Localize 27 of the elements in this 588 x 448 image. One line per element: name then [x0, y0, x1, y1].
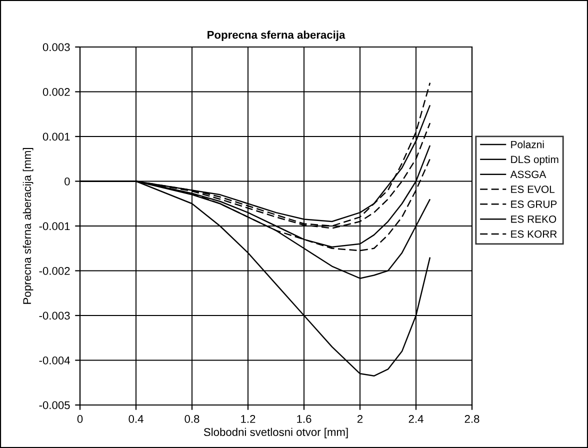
y-tick-label: -0.003 — [39, 312, 70, 320]
chart-title: Poprecna sferna aberacija — [208, 30, 346, 41]
legend-label: ASSGA — [510, 170, 546, 178]
y-tick-label: 0.002 — [42, 88, 70, 96]
x-tick-label: 0.8 — [184, 415, 200, 423]
y-tick-label: -0.002 — [39, 267, 70, 275]
x-tick-label: 2.8 — [464, 415, 480, 423]
y-tick-label: 0 — [64, 178, 70, 186]
x-tick-label: 1.2 — [241, 415, 256, 423]
legend-label: ES EVOL — [511, 186, 555, 193]
legend-label: DLS optim — [511, 156, 558, 166]
x-tick-label: 2 — [357, 415, 363, 423]
x-tick-label: 2.4 — [408, 415, 424, 423]
legend-label: ES GRUP — [511, 200, 557, 208]
x-tick-label: 1.6 — [297, 415, 312, 423]
legend-label: ES KORR — [511, 230, 557, 238]
y-tick-label: -0.001 — [39, 222, 70, 230]
legend-label: Polazni — [511, 140, 544, 148]
y-tick-label: -0.004 — [39, 356, 70, 364]
y-axis-title: Poprecna sferna aberacija [mm] — [22, 148, 34, 304]
y-tick-label: 0.001 — [42, 132, 70, 141]
legend-label: ES REKO — [511, 215, 556, 223]
x-axis-title: Slobodni svetlosni otvor [mm] — [204, 428, 348, 438]
x-tick-label: 0 — [77, 415, 83, 423]
y-tick-label: 0.003 — [42, 43, 70, 52]
x-tick-label: 0.4 — [128, 415, 144, 423]
y-tick-label: -0.005 — [39, 401, 70, 410]
